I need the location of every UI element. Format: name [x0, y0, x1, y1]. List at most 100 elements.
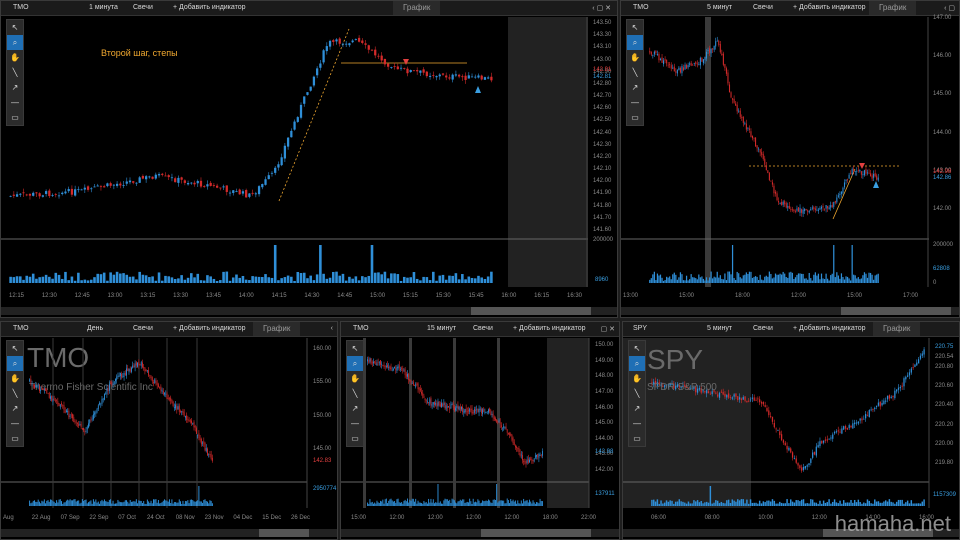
candle [810, 209, 812, 211]
candle [449, 407, 451, 410]
chart-type-selector[interactable]: Свечи [753, 4, 773, 11]
hand-icon[interactable]: ✋ [350, 374, 360, 383]
price-chart[interactable] [341, 322, 620, 540]
window-controls[interactable]: ▢ ✕ [600, 326, 615, 333]
scrollbar-thumb[interactable] [481, 529, 591, 537]
hline-icon[interactable]: — [631, 98, 639, 107]
price-chart[interactable] [1, 1, 618, 318]
scrollbar-thumb[interactable] [471, 307, 591, 315]
candle [750, 131, 752, 138]
watermark-company: Thermo Fisher Scientific Inc [29, 382, 153, 393]
add-indicator-button[interactable]: + Добавить индикатор [173, 4, 246, 11]
hand-icon[interactable]: ✋ [10, 53, 20, 62]
volume-bar [682, 280, 685, 283]
scrollbar-thumb[interactable] [841, 307, 951, 315]
zoom-icon[interactable]: ⌕ [347, 356, 363, 371]
candle [345, 43, 348, 45]
rect-icon[interactable]: ▭ [351, 434, 359, 443]
hand-icon[interactable]: ✋ [10, 374, 20, 383]
add-indicator-button[interactable]: + Добавить индикатор [793, 4, 866, 11]
line-icon[interactable]: ╲ [634, 389, 640, 398]
x-axis-label: 14:00 [865, 515, 881, 521]
scrollbar-thumb[interactable] [823, 529, 933, 537]
line-icon[interactable]: ╲ [632, 68, 638, 77]
tab-graph[interactable]: График [869, 1, 917, 15]
window-controls[interactable]: ‹ ▢ [944, 5, 955, 12]
interval-selector[interactable]: День [87, 325, 104, 332]
volume-bar [293, 280, 296, 283]
candle [19, 193, 22, 195]
rect-icon[interactable]: ▭ [631, 113, 639, 122]
tab-graph[interactable]: График [393, 1, 441, 15]
candle [143, 367, 145, 369]
time-scrollbar[interactable] [621, 307, 959, 315]
volume-bar [495, 500, 496, 506]
interval-selector[interactable]: 5 минут [707, 4, 733, 11]
candle [435, 402, 437, 405]
add-indicator-button[interactable]: + Добавить индикатор [513, 325, 586, 332]
cursor-icon[interactable]: ↖ [11, 23, 19, 32]
time-scrollbar[interactable] [623, 529, 959, 537]
arrow-icon[interactable]: ↗ [631, 83, 639, 92]
time-scrollbar[interactable] [1, 307, 617, 315]
hline-icon[interactable]: — [11, 98, 19, 107]
line-icon[interactable]: ╲ [12, 389, 18, 398]
arrow-icon[interactable]: ↗ [11, 83, 19, 92]
rect-icon[interactable]: ▭ [633, 434, 641, 443]
chart-type-selector[interactable]: Свечи [753, 325, 773, 332]
arrow-icon[interactable]: ↗ [351, 404, 359, 413]
symbol-selector[interactable]: TMO [13, 4, 29, 11]
price-chart[interactable] [621, 1, 960, 318]
zoom-icon[interactable]: ⌕ [627, 35, 643, 50]
price-chart[interactable] [1, 322, 338, 540]
symbol-selector[interactable]: TMO [13, 325, 29, 332]
interval-selector[interactable]: 15 минут [427, 325, 457, 332]
volume-bar [794, 277, 797, 283]
chart-type-selector[interactable]: Свечи [133, 325, 153, 332]
scrollbar-thumb[interactable] [259, 529, 309, 537]
cursor-icon[interactable]: ↖ [351, 344, 359, 353]
hand-icon[interactable]: ✋ [630, 53, 640, 62]
volume-bar [864, 503, 867, 506]
time-scrollbar[interactable] [1, 529, 337, 537]
zoom-icon[interactable]: ⌕ [629, 356, 645, 371]
volume-bar [411, 498, 413, 506]
hline-icon[interactable]: — [11, 419, 19, 428]
line-icon[interactable]: ╲ [352, 389, 358, 398]
cursor-icon[interactable]: ↖ [631, 23, 639, 32]
volume-bar [823, 279, 826, 283]
interval-selector[interactable]: 5 минут [707, 325, 733, 332]
symbol-selector[interactable]: TMO [353, 325, 369, 332]
cursor-icon[interactable]: ↖ [11, 344, 19, 353]
window-controls[interactable]: ‹ ▢ ✕ [592, 5, 611, 12]
zoom-icon[interactable]: ⌕ [7, 35, 23, 50]
candle [94, 412, 96, 415]
interval-selector[interactable]: 1 минута [89, 4, 118, 11]
cursor-icon[interactable]: ↖ [633, 344, 641, 353]
candle [513, 442, 515, 445]
tab-graph[interactable]: График [873, 322, 921, 336]
candle [729, 397, 732, 398]
zoom-icon[interactable]: ⌕ [7, 356, 23, 371]
hline-icon[interactable]: — [633, 419, 641, 428]
chart-type-selector[interactable]: Свечи [133, 4, 153, 11]
symbol-selector[interactable]: TMO [633, 4, 649, 11]
add-indicator-button[interactable]: + Добавить индикатор [793, 325, 866, 332]
rect-icon[interactable]: ▭ [11, 113, 19, 122]
chart-type-selector[interactable]: Свечи [473, 325, 493, 332]
tab-graph[interactable]: График [253, 322, 301, 336]
hline-icon[interactable]: — [351, 419, 359, 428]
add-indicator-button[interactable]: + Добавить индикатор [173, 325, 246, 332]
arrow-icon[interactable]: ↗ [633, 404, 641, 413]
time-scrollbar[interactable] [341, 529, 619, 537]
window-controls[interactable]: ‹ [330, 325, 333, 332]
candle [74, 189, 77, 196]
line-icon[interactable]: ╲ [12, 68, 18, 77]
candle [441, 73, 445, 75]
hand-icon[interactable]: ✋ [632, 374, 642, 383]
arrow-icon[interactable]: ↗ [11, 404, 19, 413]
rect-icon[interactable]: ▭ [11, 434, 19, 443]
volume-bar [170, 503, 172, 506]
symbol-selector[interactable]: SPY [633, 325, 648, 332]
candle [709, 393, 712, 395]
